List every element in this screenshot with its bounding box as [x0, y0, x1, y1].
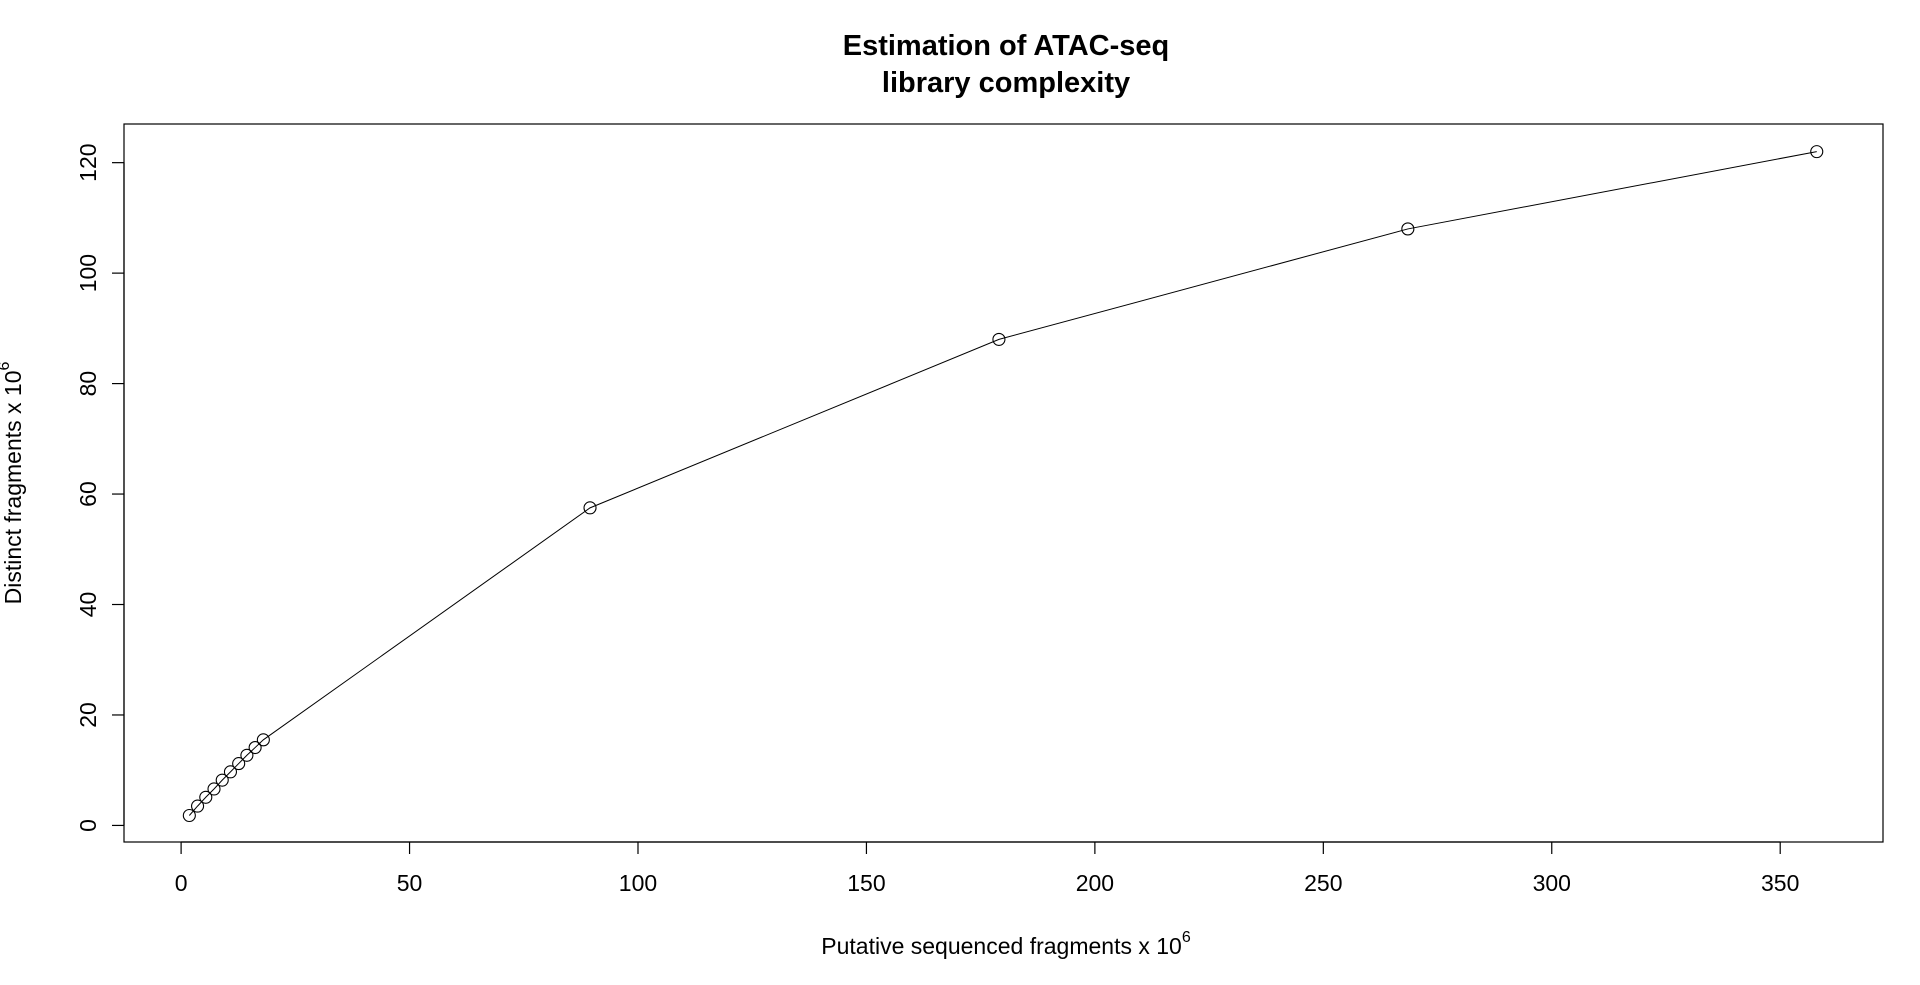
y-tick-label: 80	[75, 371, 101, 397]
y-tick-label: 120	[75, 143, 101, 181]
data-point	[199, 790, 213, 804]
y-axis-label: Distinct fragments x 106	[0, 361, 26, 604]
x-axis-label: Putative sequenced fragments x 106	[821, 929, 1191, 959]
series-line	[188, 151, 1817, 816]
data-point	[215, 773, 229, 787]
y-axis-label-text: Distinct fragments x 10	[0, 370, 26, 604]
data-point	[583, 501, 597, 515]
x-tick-label: 50	[397, 870, 423, 896]
chart-title-line-1: Estimation of ATAC-seq	[843, 30, 1170, 62]
x-tick-label: 350	[1761, 870, 1799, 896]
y-axis-label-exponent: 6	[0, 361, 13, 370]
y-tick-label: 100	[75, 254, 101, 292]
y-tick-label: 60	[75, 481, 101, 507]
data-point	[223, 765, 238, 779]
x-tick-label: 0	[175, 870, 188, 896]
x-tick-label: 300	[1533, 870, 1571, 896]
y-tick-label: 20	[75, 702, 101, 728]
y-tick-label: 0	[75, 819, 101, 832]
x-tick-label: 250	[1304, 870, 1342, 896]
data-point	[256, 733, 270, 747]
data-point	[992, 332, 1006, 346]
x-axis: 0 50 100 150 200 250 300 350	[175, 841, 1799, 896]
data-point	[240, 748, 254, 762]
x-tick-label: 100	[619, 870, 657, 896]
y-tick-label: 40	[75, 592, 101, 618]
chart-title-line-2: library complexity	[882, 67, 1130, 99]
data-point	[1401, 222, 1415, 236]
plot-frame	[123, 123, 1884, 843]
data-point	[207, 782, 221, 796]
data-point	[1810, 145, 1824, 159]
data-point	[248, 741, 262, 755]
x-tick-label: 200	[1076, 870, 1114, 896]
data-point	[191, 799, 205, 813]
series-group	[182, 145, 1824, 823]
x-tick-label: 150	[847, 870, 885, 896]
data-point	[232, 757, 246, 771]
y-axis: 0 20 40 60 80 100 120	[75, 143, 125, 832]
data-point	[182, 808, 196, 823]
x-axis-label-text: Putative sequenced fragments x 10	[821, 933, 1182, 959]
x-axis-label-exponent: 6	[1182, 929, 1191, 946]
